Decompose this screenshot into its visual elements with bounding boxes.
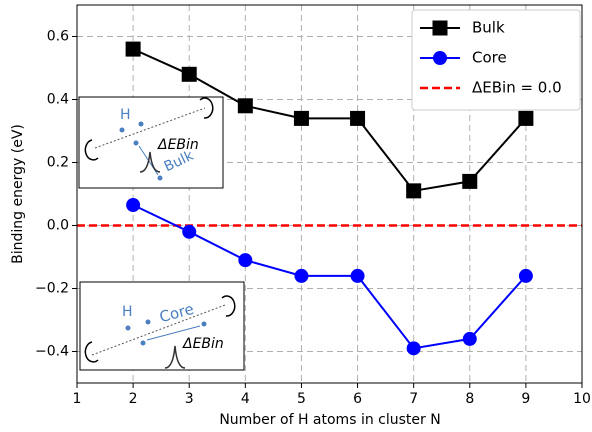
- y-tick-label: −0.4: [35, 344, 69, 360]
- inset-atom: [133, 140, 139, 146]
- marker: [237, 98, 253, 114]
- inset-box: [78, 96, 224, 189]
- marker: [350, 268, 365, 283]
- inset-atom: [119, 127, 125, 133]
- inset-peak: [139, 151, 161, 173]
- legend-marker: [433, 51, 447, 65]
- legend-label: Bulk: [472, 19, 505, 37]
- marker: [293, 110, 309, 126]
- legend-marker: [432, 20, 448, 36]
- inset-atom: [125, 325, 131, 331]
- inset-peak: [164, 345, 186, 369]
- inset-label: ΔEBin: [157, 137, 199, 153]
- y-tick-label: 0.2: [47, 155, 69, 171]
- inset-atom: [201, 321, 207, 327]
- rotation-arrow: [84, 341, 99, 363]
- inset-atom: [157, 175, 163, 181]
- marker: [238, 253, 253, 268]
- x-axis-label: Number of H atoms in cluster N: [219, 412, 440, 428]
- legend-box: [411, 9, 581, 111]
- x-tick-label: 2: [129, 391, 138, 407]
- x-tick-label: 10: [573, 391, 591, 407]
- marker: [125, 41, 141, 57]
- x-tick-label: 8: [465, 391, 474, 407]
- marker: [406, 341, 421, 356]
- marker: [518, 268, 533, 283]
- inset-atom: [145, 319, 151, 325]
- y-tick-label: 0.6: [47, 29, 69, 45]
- inset-label: ΔEBin: [182, 336, 224, 352]
- inset-atom: [140, 340, 146, 346]
- inset-axis: [94, 107, 206, 149]
- y-tick-label: 0.4: [47, 92, 69, 108]
- x-tick-label: 1: [73, 391, 82, 407]
- y-tick-label: 0.0: [47, 218, 69, 234]
- y-axis-label: Binding energy (eV): [10, 124, 26, 264]
- marker: [462, 331, 477, 346]
- marker: [182, 224, 197, 239]
- marker: [126, 198, 141, 213]
- inset-box: [79, 281, 245, 371]
- inset-atom: [138, 121, 144, 127]
- inset-arrow: [146, 325, 201, 341]
- x-tick-label: 9: [521, 391, 530, 407]
- rotation-arrow: [84, 139, 99, 161]
- marker: [406, 183, 422, 199]
- plot-frame: [76, 4, 583, 384]
- marker: [350, 110, 366, 126]
- rotation-arrow: [221, 295, 236, 317]
- marker: [518, 110, 534, 126]
- inset-label: H: [122, 304, 133, 320]
- marker: [181, 66, 197, 82]
- series-line: [132, 204, 527, 350]
- rotation-arrow: [199, 97, 214, 119]
- x-tick-label: 7: [409, 391, 418, 407]
- legend-label: ΔEBin = 0.0: [472, 79, 562, 97]
- legend-label: Core: [472, 49, 507, 67]
- x-tick-label: 3: [185, 391, 194, 407]
- x-tick-label: 5: [297, 391, 306, 407]
- y-tick-label: −0.2: [35, 281, 69, 297]
- x-tick-label: 6: [353, 391, 362, 407]
- inset-label: H: [120, 107, 131, 123]
- x-tick-label: 4: [241, 391, 250, 407]
- series-line: [132, 48, 527, 192]
- marker: [462, 173, 478, 189]
- marker: [294, 268, 309, 283]
